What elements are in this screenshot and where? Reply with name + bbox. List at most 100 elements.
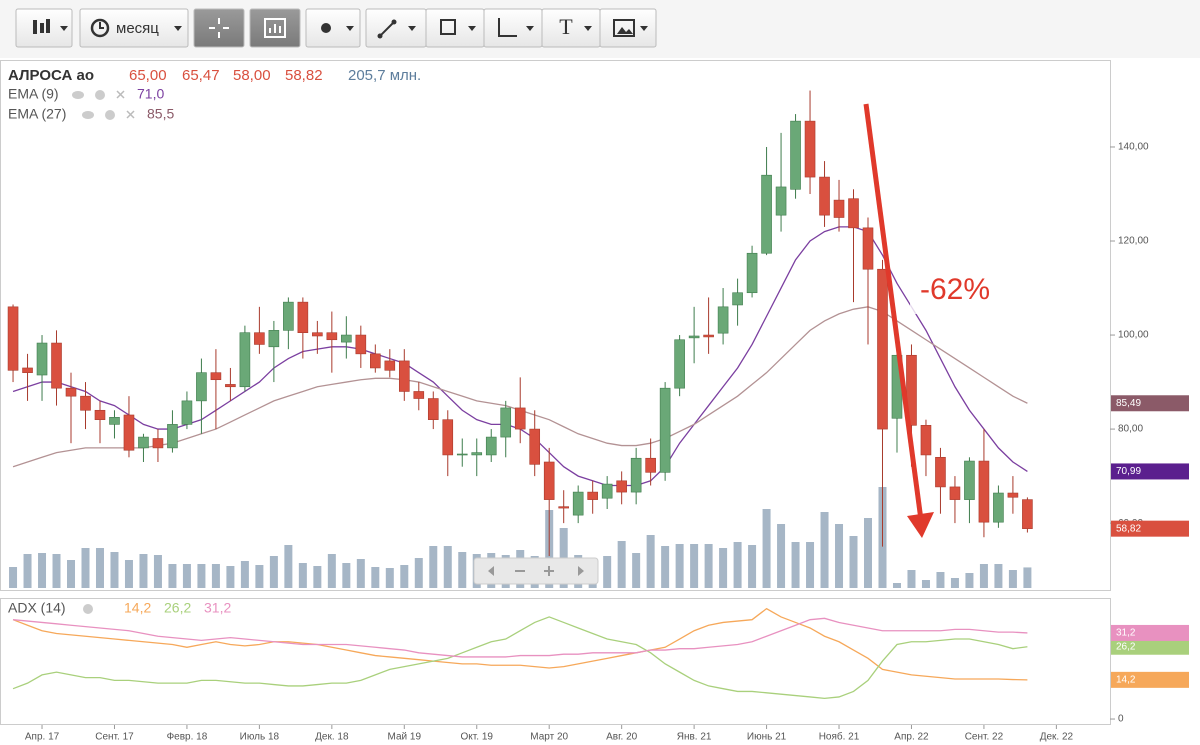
candle-body [732,292,743,306]
candle-body [7,306,19,371]
candle-body [877,268,888,430]
volume-bar [168,564,177,588]
crosshair-button[interactable] [193,8,245,48]
candle-body [819,176,830,216]
candle-body [688,335,700,339]
candle-body [123,414,135,451]
annotation-arrowhead [907,512,934,538]
y-tick-label: 0 [1118,714,1124,725]
volume-bar [67,560,76,588]
volume-bar [777,524,786,588]
candle-body [268,330,280,348]
period-button[interactable] [79,8,189,48]
y-tick-label: 100,00 [1118,330,1149,341]
candle-body [326,332,338,341]
candle-body [790,120,801,190]
volume-bar [38,553,47,588]
volume-bar [9,567,18,588]
price-badge-label: 70,99 [1116,466,1141,477]
volume-bar [1023,567,1032,588]
adx-badge-label: 26,2 [1116,641,1136,652]
candle-body [51,342,62,389]
x-tick-label: Янв. 21 [677,732,712,743]
candle-body [587,491,598,500]
volume-bar [153,555,162,588]
volume-bar [661,546,670,588]
x-tick-label: Сент. 17 [95,732,134,743]
volume-bar [1008,570,1017,588]
candle-body [370,353,381,369]
candle-body [630,457,642,493]
adx-name: ADX (14) [8,600,66,616]
ema27-name: EMA (27) [8,106,66,122]
volume-bar [892,583,901,588]
volume-bar [443,546,452,588]
candle-body [283,301,294,331]
ema9-name: EMA (9) [8,86,59,102]
adx-line [12,617,1028,658]
scroll-widget[interactable] [473,557,599,585]
adx-line [12,616,1028,699]
volume-bar [182,564,191,588]
image-button[interactable] [599,8,657,48]
volume-bar [719,548,728,588]
candle-body [949,486,961,500]
volume-bar [226,566,235,588]
volume-bar [690,544,699,588]
x-tick-label: Дек. 22 [1040,732,1074,743]
candle-body [456,453,468,456]
x-tick-label: Нояб. 21 [819,731,860,743]
line-tool-button[interactable] [365,8,427,48]
volume-bar [414,558,423,588]
x-tick-label: Февр. 18 [167,732,208,743]
volume-bar [950,578,959,588]
quote-close: 58,82 [285,67,323,84]
volume-bar [675,544,684,588]
quote-open: 65,00 [129,67,167,84]
x-tick-label: Май 19 [388,732,422,743]
volume-bar [342,563,351,588]
candle-body [964,460,975,500]
price-badge [1111,463,1189,480]
quote-low: 58,00 [233,67,271,84]
theme-button[interactable] [305,8,361,48]
candle-body [167,424,178,449]
annotation-box [910,266,1016,314]
volume-bar [298,563,307,588]
candle-body [920,425,932,456]
candle-body [181,400,193,425]
candle-body [616,480,627,493]
candle-body [703,334,714,338]
candle-body [993,492,1004,523]
y-tick-label: 120,00 [1118,236,1149,247]
volume-bar [748,545,757,588]
candle-body [659,387,671,473]
volume-bar [864,518,873,588]
adx-badge [1111,638,1189,655]
candle-body [674,339,685,389]
x-tick-label: Апр. 17 [25,732,60,743]
adx-legend-value: 14,2 [124,600,151,616]
candle-body [906,354,917,426]
candle-body [65,387,77,397]
volume-bar [791,542,800,588]
volume-bar [124,560,133,588]
volume-bar [313,566,322,588]
candle-body [529,428,541,465]
volume-bar [139,554,148,588]
volume-bar [907,570,916,588]
volume-bar [835,524,844,588]
candle-body [862,227,874,270]
candle-body [601,483,613,499]
adx-badge-label: 14,2 [1116,674,1136,685]
fib-tool-button[interactable] [483,8,543,48]
x-tick-label: Апр. 22 [894,732,929,743]
candle-body [848,198,859,229]
candle-body [427,398,439,420]
candle-body [196,372,207,402]
volume-bar [762,509,771,588]
candle-body [543,461,555,500]
volume-bar [820,512,829,588]
x-tick-label: Июль 18 [240,732,280,743]
